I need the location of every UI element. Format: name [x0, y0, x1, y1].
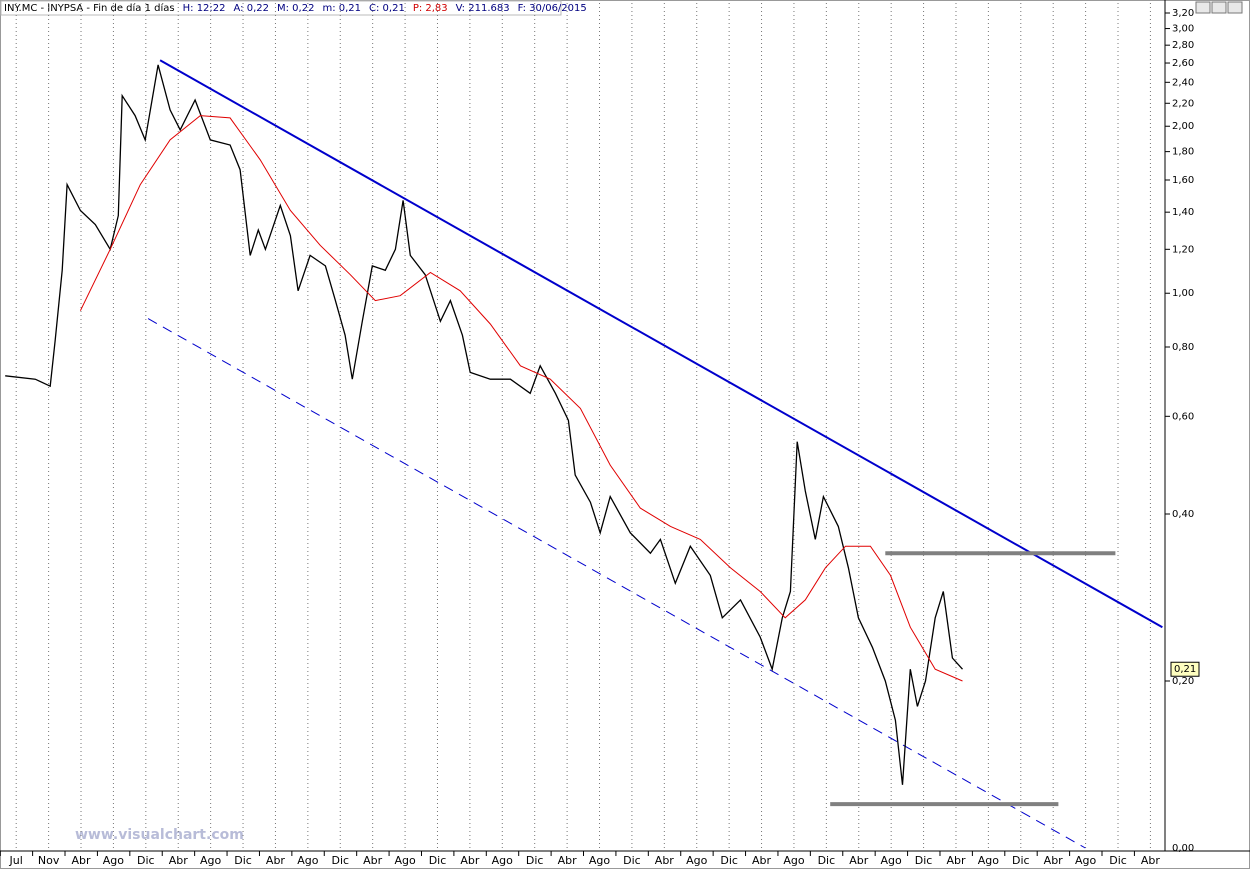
y-tick-label: 2,40: [1172, 77, 1194, 88]
x-tick-label: Abr: [849, 854, 869, 867]
x-tick-label: Ago: [978, 854, 1000, 867]
x-tick-label: Ago: [297, 854, 319, 867]
x-tick-label: Ago: [394, 854, 416, 867]
x-tick-label: Dic: [915, 854, 933, 867]
x-tick-label: Abr: [266, 854, 286, 867]
x-tick-label: Abr: [946, 854, 966, 867]
x-tick-label: Abr: [169, 854, 189, 867]
trendline: [147, 318, 1086, 849]
header-box: [0, 0, 562, 16]
x-tick-label: Abr: [1141, 854, 1161, 867]
y-tick-label: 3,20: [1172, 8, 1194, 19]
x-tick-label: Dic: [1109, 854, 1127, 867]
header-item: H: 12:22: [183, 3, 226, 14]
x-tick-label: Abr: [558, 854, 578, 867]
x-tick-label: Ago: [589, 854, 611, 867]
header-item: INY.MC - INYPSA - Fin de día 1 días: [4, 2, 175, 14]
close-button[interactable]: [1227, 1, 1243, 14]
x-tick-label: Dic: [137, 854, 155, 867]
y-tick-label: 1,60: [1172, 175, 1194, 186]
x-tick-label: Dic: [526, 854, 544, 867]
x-tick-label: Jul: [9, 854, 23, 867]
y-tick-label: 2,20: [1172, 98, 1194, 109]
y-tick-label: 1,40: [1172, 207, 1194, 218]
x-tick-label: Abr: [752, 854, 772, 867]
x-tick-label: Abr: [363, 854, 383, 867]
window-buttons[interactable]: [1195, 1, 1243, 14]
x-tick-label: Abr: [460, 854, 480, 867]
header-item: m: 0,21: [322, 3, 361, 14]
watermark: www.visualchart.com: [75, 827, 244, 843]
last-value-label: 0,21: [1174, 664, 1196, 675]
price-line: [5, 64, 963, 785]
y-bottom-label: 0,00: [1172, 843, 1194, 854]
x-tick-label: Ago: [1075, 854, 1097, 867]
x-tick-label: Ago: [686, 854, 708, 867]
header-item: C: 0,21: [369, 3, 405, 14]
moving-average-line: [79, 115, 963, 682]
x-tick-label: Dic: [1012, 854, 1030, 867]
x-tick-label: Dic: [623, 854, 641, 867]
header-item: M: 0,22: [277, 3, 314, 14]
y-tick-label: 0,80: [1172, 342, 1194, 353]
minimize-button[interactable]: [1195, 1, 1211, 14]
y-tick-label: 0,20: [1172, 676, 1194, 687]
x-tick-label: Ago: [492, 854, 514, 867]
y-tick-label: 0,60: [1172, 411, 1194, 422]
x-tick-label: Dic: [818, 854, 836, 867]
x-tick-label: Ago: [783, 854, 805, 867]
y-tick-label: 0,40: [1172, 509, 1194, 520]
maximize-button[interactable]: [1211, 1, 1227, 14]
x-tick-label: Nov: [38, 854, 60, 867]
x-tick-label: Dic: [331, 854, 349, 867]
x-tick-label: Dic: [720, 854, 738, 867]
x-tick-label: Abr: [1044, 854, 1064, 867]
x-tick-label: Ago: [881, 854, 903, 867]
header-item: V: 211.683: [456, 3, 510, 14]
header-item: F: 30/06/2015: [518, 3, 587, 14]
y-tick-label: 2,00: [1172, 121, 1194, 132]
header: INY.MC - INYPSA - Fin de día 1 días H: 12…: [4, 2, 587, 14]
x-tick-label: Dic: [234, 854, 252, 867]
header-item: P: 2,83: [413, 3, 448, 14]
x-tick-label: Ago: [200, 854, 222, 867]
y-tick-label: 2,60: [1172, 58, 1194, 69]
y-tick-label: 3,00: [1172, 24, 1194, 35]
y-tick-label: 1,20: [1172, 244, 1194, 255]
y-tick-label: 2,80: [1172, 40, 1194, 51]
trendline: [159, 59, 1163, 629]
x-tick-label: Dic: [429, 854, 447, 867]
last-value-box: [1170, 661, 1200, 677]
header-item: A: 0,22: [234, 3, 269, 14]
x-tick-label: Ago: [103, 854, 125, 867]
x-tick-label: Abr: [655, 854, 675, 867]
y-tick-label: 1,00: [1172, 288, 1194, 299]
y-tick-label: 1,80: [1172, 147, 1194, 158]
x-tick-label: Abr: [71, 854, 91, 867]
